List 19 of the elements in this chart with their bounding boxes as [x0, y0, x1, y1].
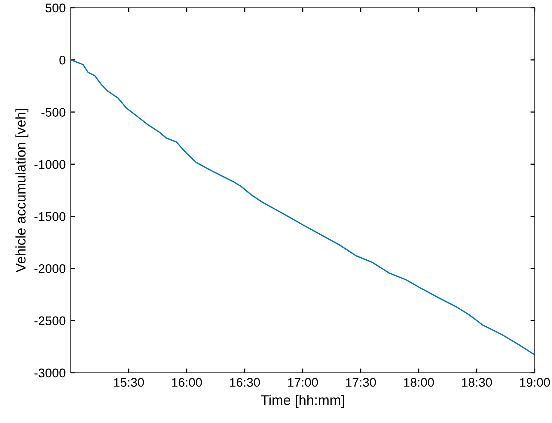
- y-axis-title: Vehicle accumulation [veh]: [16, 109, 29, 273]
- x-tick-label: 17:00: [288, 378, 318, 388]
- x-axis-title: Time [hh:mm]: [261, 395, 344, 408]
- y-tick-label: -1500: [34, 212, 66, 222]
- x-tick-label: 18:00: [404, 378, 434, 388]
- x-tick-label: 16:30: [230, 378, 260, 388]
- y-tick-label: 0: [60, 56, 66, 65]
- y-tick-label: -500: [42, 108, 66, 117]
- y-tick-label: -2000: [34, 264, 66, 274]
- x-tick-label: 19:00: [520, 378, 550, 388]
- y-tick-label: -3000: [34, 368, 66, 378]
- y-tick-label: 500: [46, 4, 66, 13]
- x-tick-label: 17:30: [346, 378, 376, 388]
- line-series: [71, 60, 535, 356]
- x-tick-label: 16:00: [172, 378, 202, 388]
- y-tick-label: -2500: [34, 316, 66, 326]
- x-tick-label: 15:30: [114, 378, 144, 388]
- x-tick-label: 18:30: [462, 378, 492, 388]
- y-tick-label: -1000: [34, 160, 66, 170]
